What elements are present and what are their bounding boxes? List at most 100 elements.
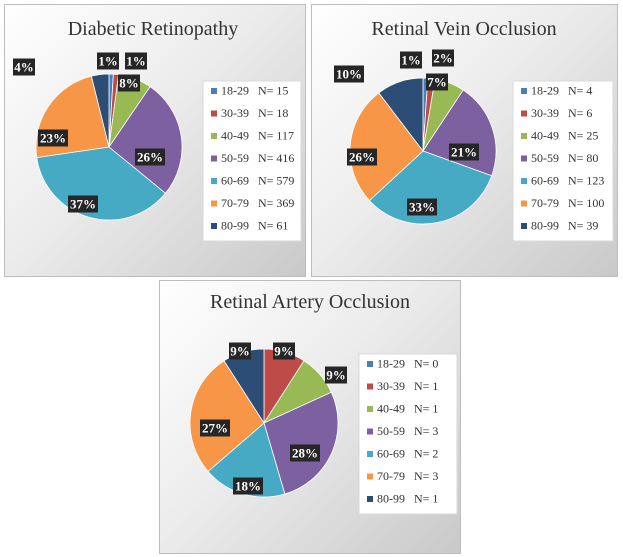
data-label-60-69: 33% [409,200,435,215]
legend-swatch-50-59 [367,428,373,435]
data-label-80-99: 4% [14,60,34,75]
pie-slice-80-99 [378,77,424,153]
legend-swatch-60-69 [521,178,527,184]
chart-panel-retinal-artery-occlusion: Retinal Artery Occlusion 9% 9% 28% 18% 27% 9% 1… [159,280,461,554]
legend-swatch-40-49 [211,133,217,139]
legend-entry-30-39: 30-39 N= 18 [221,106,288,120]
legend-swatch-40-49 [367,406,373,412]
legend-entry-80-99: 80-99 N= 61 [221,219,288,233]
data-label-80-99: 10% [336,67,362,82]
data-label-30-39-box [125,52,147,70]
data-label-60-69-box [68,195,98,213]
chart-title: Retinal Vein Occlusion [371,18,556,40]
legend-entry-70-79: 70-79 N= 100 [531,196,604,210]
legend-swatch-18-29 [521,88,527,94]
legend-entry-60-69: 60-69 N= 2 [377,447,438,461]
data-label-60-69: 37% [70,197,96,212]
legend-entry-40-49: 40-49 N= 25 [531,129,598,143]
legend-entry-50-59: 50-59 N= 80 [531,151,598,165]
data-label-60-69-box [407,198,437,216]
pie-slice-60-69 [368,150,493,225]
data-label-40-49: 9% [326,368,346,383]
data-label-60-69-box [233,477,263,495]
legend-entry-18-29: 18-29 N= 4 [531,84,592,98]
legend-entry-50-59: 50-59 N= 3 [377,424,438,438]
data-label-40-49-box [118,74,140,92]
legend-swatch-18-29 [211,88,217,94]
legend-entry-18-29: 18-29 N= 0 [377,357,438,371]
legend-swatch-60-69 [211,178,217,184]
legend-entry-18-29: 18-29 N= 15 [221,84,288,98]
legend [512,80,614,242]
legend-swatch-80-99 [367,496,373,502]
legend-entry-80-99: 80-99 N= 1 [377,492,438,506]
legend-swatch-80-99 [521,223,527,229]
data-label-50-59: 21% [451,145,477,160]
data-label-80-99-box [334,65,364,83]
legend-entry-70-79: 70-79 N= 3 [377,469,438,483]
data-label-50-59: 28% [292,446,318,461]
data-label-70-79: 26% [349,150,375,165]
data-label-50-59-box [135,148,165,166]
pie-slice-80-99 [90,73,110,148]
legend-swatch-50-59 [211,155,217,162]
legend-entry-40-49: 40-49 N= 117 [221,129,294,143]
legend-entry-30-39: 30-39 N= 1 [377,379,438,393]
data-label-60-69: 18% [235,479,261,494]
legend-entry-60-69: 60-69 N= 123 [531,174,604,188]
data-label-30-39: 2% [433,51,453,66]
data-label-40-49-box [426,73,448,91]
data-label-30-39: 1% [126,54,146,69]
legend-swatch-30-39 [211,110,217,117]
pie-slice-50-59 [108,86,183,194]
legend-swatch-30-39 [367,383,373,390]
data-label-80-99: 9% [230,344,250,359]
legend-swatch-50-59 [521,155,527,162]
legend-swatch-80-99 [211,223,217,229]
legend [202,80,302,242]
data-label-50-59-box [449,143,479,161]
legend-entry-40-49: 40-49 N= 1 [377,402,438,416]
data-label-18-29-box [97,52,119,70]
data-label-50-59-box [290,444,320,462]
data-label-40-49: 7% [427,75,447,90]
data-label-extra: 1% [401,53,421,68]
legend-entry-50-59: 50-59 N= 416 [221,151,294,165]
data-label-40-49: 8% [119,76,139,91]
data-label-30-39-box [432,49,454,67]
chart-title: Diabetic Retinopathy [68,18,239,40]
data-label-70-79-box [347,148,377,166]
data-label-40-49-box [325,366,347,384]
legend-entry-60-69: 60-69 N= 579 [221,174,294,188]
legend-entry-70-79: 70-79 N= 369 [221,196,294,210]
data-label-extra-box [400,51,422,69]
legend-swatch-70-79 [211,200,217,207]
legend-swatch-40-49 [521,133,527,139]
data-label-30-39: 9% [274,344,294,359]
legend-swatch-70-79 [521,200,527,207]
legend-entry-30-39: 30-39 N= 6 [531,106,592,120]
chart-panel-retinal-vein-occlusion: Retinal Vein Occlusion 2% 7% 21% 33% 26% 10% 1%… [311,4,618,277]
data-label-80-99-box [13,58,35,76]
data-label-50-59: 26% [137,150,163,165]
pie-slice-70-79 [189,360,265,473]
legend-swatch-70-79 [367,473,373,480]
data-label-70-79: 27% [202,421,228,436]
chart-panel-diabetic-retinopathy: Diabetic Retinopathy 1% 1% 8% 26% 37% 23% 4% 18-… [4,4,306,277]
legend-swatch-18-29 [367,361,373,367]
pie-chart-svg: Retinal Artery Occlusion 9% 9% 28% 18% 27% 9% 1… [189,291,458,515]
pie-slice-50-59 [263,391,339,495]
data-label-70-79-box [200,419,230,437]
legend [358,353,458,515]
legend-entry-80-99: 80-99 N= 39 [531,219,598,233]
data-label-70-79: 23% [40,131,66,146]
data-label-18-29: 1% [98,54,118,69]
data-label-70-79-box [38,129,68,147]
data-label-30-39-box [273,342,295,360]
legend-swatch-30-39 [521,110,527,117]
legend-swatch-60-69 [367,451,373,457]
data-label-80-99-box [229,342,251,360]
chart-title: Retinal Artery Occlusion [210,291,410,313]
pie-slice-70-79 [349,92,424,202]
